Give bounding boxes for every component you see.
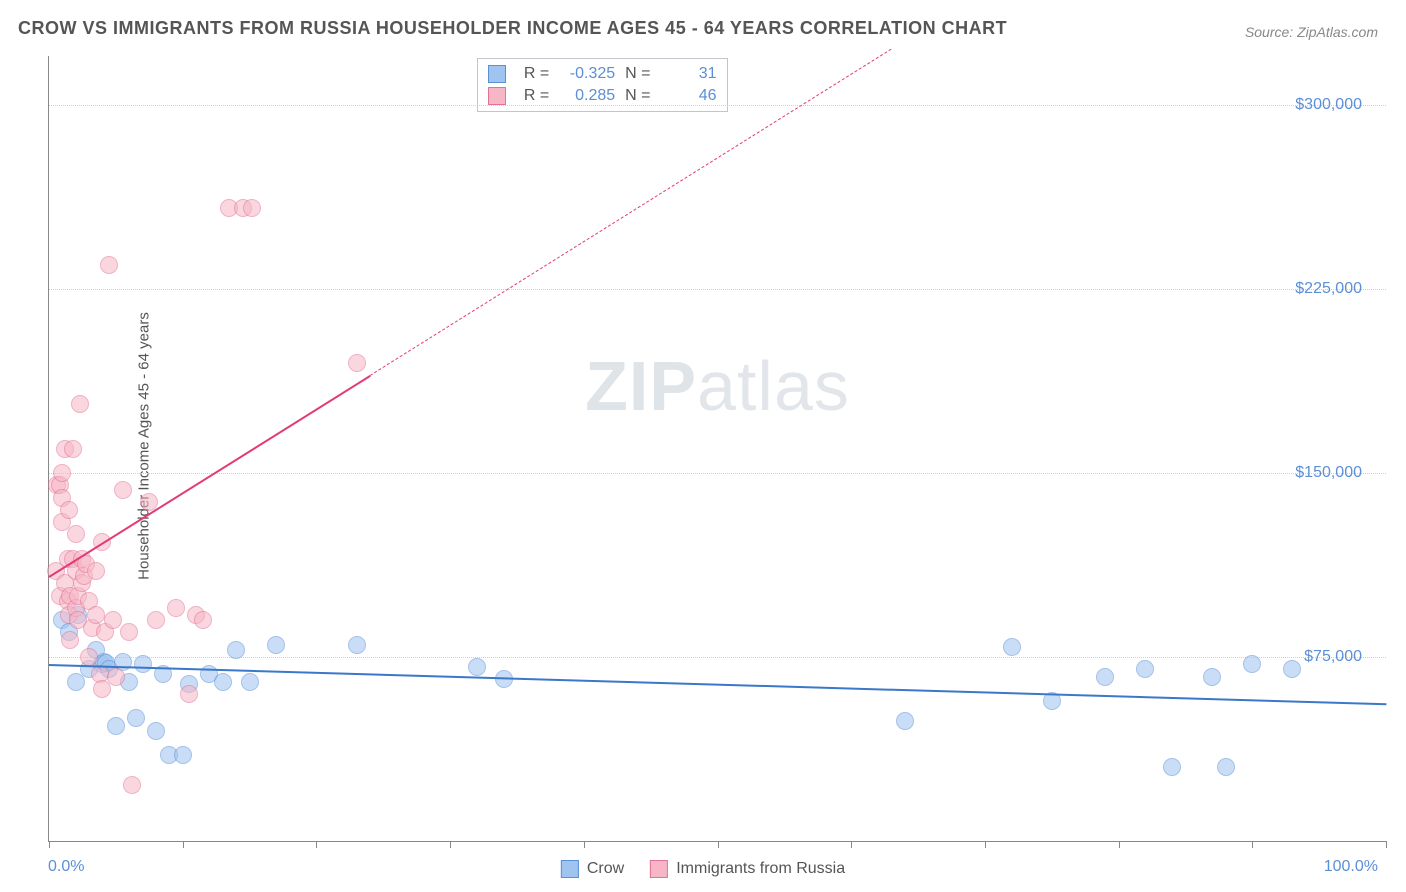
y-tick-label: $75,000 xyxy=(1304,648,1362,666)
crow-swatch-icon xyxy=(561,860,579,878)
trend-line xyxy=(48,375,370,578)
x-tick xyxy=(450,841,451,848)
corr-row-crow: R = -0.325 N = 31 xyxy=(488,63,717,85)
legend-label-russia: Immigrants from Russia xyxy=(676,860,845,877)
n-label: N = xyxy=(625,65,650,83)
gridline xyxy=(49,289,1386,290)
data-point xyxy=(60,501,78,519)
data-point xyxy=(53,464,71,482)
watermark: ZIPatlas xyxy=(585,346,850,426)
data-point xyxy=(107,717,125,735)
data-point xyxy=(147,722,165,740)
data-point xyxy=(1283,660,1301,678)
data-point xyxy=(123,776,141,794)
russia-r-value: 0.285 xyxy=(559,87,615,105)
watermark-zip: ZIP xyxy=(585,347,697,425)
data-point xyxy=(214,673,232,691)
x-tick xyxy=(718,841,719,848)
x-tick xyxy=(584,841,585,848)
x-tick xyxy=(1119,841,1120,848)
data-point xyxy=(468,658,486,676)
data-point xyxy=(67,525,85,543)
x-tick xyxy=(1252,841,1253,848)
data-point xyxy=(180,685,198,703)
data-point xyxy=(174,746,192,764)
data-point xyxy=(348,354,366,372)
data-point xyxy=(64,440,82,458)
data-point xyxy=(267,636,285,654)
data-point xyxy=(1003,638,1021,656)
x-tick xyxy=(316,841,317,848)
legend-label-crow: Crow xyxy=(587,860,624,877)
data-point xyxy=(87,606,105,624)
crow-n-value: 31 xyxy=(661,65,717,83)
russia-swatch-icon xyxy=(650,860,668,878)
data-point xyxy=(241,673,259,691)
x-tick xyxy=(183,841,184,848)
chart-title: CROW VS IMMIGRANTS FROM RUSSIA HOUSEHOLD… xyxy=(18,18,1007,39)
data-point xyxy=(896,712,914,730)
legend-item-russia: Immigrants from Russia xyxy=(650,860,845,878)
crow-swatch-icon xyxy=(488,65,506,83)
data-point xyxy=(127,709,145,727)
x-axis-max-label: 100.0% xyxy=(1324,858,1378,876)
watermark-atlas: atlas xyxy=(697,347,850,425)
data-point xyxy=(71,395,89,413)
data-point xyxy=(1243,655,1261,673)
x-tick xyxy=(985,841,986,848)
data-point xyxy=(147,611,165,629)
y-tick-label: $225,000 xyxy=(1295,280,1362,298)
data-point xyxy=(61,631,79,649)
data-point xyxy=(107,668,125,686)
russia-swatch-icon xyxy=(488,87,506,105)
series-legend: Crow Immigrants from Russia xyxy=(561,860,845,878)
russia-n-value: 46 xyxy=(661,87,717,105)
x-tick xyxy=(1386,841,1387,848)
x-tick xyxy=(851,841,852,848)
data-point xyxy=(194,611,212,629)
gridline xyxy=(49,473,1386,474)
data-point xyxy=(348,636,366,654)
crow-r-value: -0.325 xyxy=(559,65,615,83)
data-point xyxy=(120,623,138,641)
data-point xyxy=(227,641,245,659)
data-point xyxy=(1163,758,1181,776)
data-point xyxy=(134,655,152,673)
r-label: R = xyxy=(524,87,549,105)
data-point xyxy=(1217,758,1235,776)
data-point xyxy=(114,481,132,499)
x-tick xyxy=(49,841,50,848)
data-point xyxy=(167,599,185,617)
data-point xyxy=(1096,668,1114,686)
legend-item-crow: Crow xyxy=(561,860,624,878)
gridline xyxy=(49,657,1386,658)
correlation-legend: R = -0.325 N = 31 R = 0.285 N = 46 xyxy=(477,58,728,112)
r-label: R = xyxy=(524,65,549,83)
n-label: N = xyxy=(625,87,650,105)
corr-row-russia: R = 0.285 N = 46 xyxy=(488,85,717,107)
data-point xyxy=(1136,660,1154,678)
data-point xyxy=(80,648,98,666)
x-axis-min-label: 0.0% xyxy=(48,858,84,876)
chart-plot-area: ZIPatlas R = -0.325 N = 31 R = 0.285 N =… xyxy=(48,56,1386,842)
data-point xyxy=(1203,668,1221,686)
data-point xyxy=(87,562,105,580)
y-tick-label: $150,000 xyxy=(1295,464,1362,482)
source-label: Source: ZipAtlas.com xyxy=(1245,24,1378,40)
gridline xyxy=(49,105,1386,106)
data-point xyxy=(243,199,261,217)
data-point xyxy=(100,256,118,274)
data-point xyxy=(104,611,122,629)
y-tick-label: $300,000 xyxy=(1295,96,1362,114)
